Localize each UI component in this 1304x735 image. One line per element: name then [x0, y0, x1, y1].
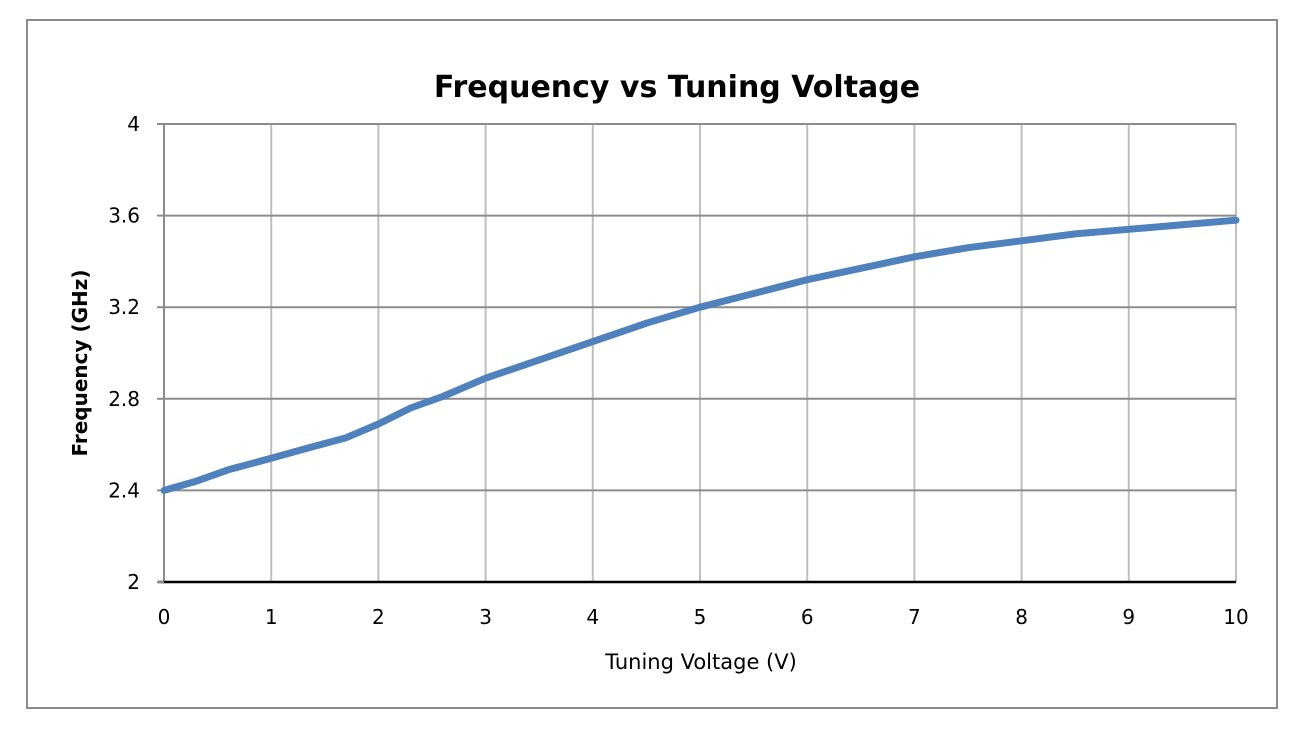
series-layer: [160, 216, 1240, 494]
x-tick-label: 9: [1122, 605, 1135, 629]
axis-layer: [158, 124, 1236, 584]
x-tick-label: 7: [908, 605, 921, 629]
x-tick-label: 6: [801, 605, 814, 629]
x-tick-label: 5: [694, 605, 707, 629]
x-tick-label: 1: [265, 605, 278, 629]
x-axis-label: Tuning Voltage (V): [604, 650, 797, 674]
x-tick-label: 8: [1015, 605, 1028, 629]
y-tick-label: 2.8: [108, 387, 140, 411]
x-tick-label: 10: [1223, 605, 1248, 629]
chart-svg: Frequency vs Tuning Voltage 2 2.4 2.8 3.2 3.…: [68, 70, 1249, 674]
y-tick-label: 3.2: [108, 295, 140, 319]
y-tick-label: 4: [127, 112, 140, 136]
y-tick-label: 2: [127, 570, 140, 594]
chart-frame: Frequency vs Tuning Voltage 2 2.4 2.8 3.2 3.…: [26, 19, 1278, 709]
tick-layer: 2 2.4 2.8 3.2 3.6 4 0 1 2 3 4 5 6 7 8 9 10: [108, 112, 1249, 629]
x-tick-label: 0: [158, 605, 171, 629]
x-tick-label: 4: [586, 605, 599, 629]
y-tick-label: 2.4: [108, 478, 140, 502]
y-axis-label: Frequency (GHz): [68, 269, 92, 456]
series-line-0: [160, 216, 1240, 494]
chart-title: Frequency vs Tuning Voltage: [434, 70, 920, 105]
x-tick-label: 2: [372, 605, 385, 629]
x-tick-label: 3: [479, 605, 492, 629]
y-tick-label: 3.6: [108, 204, 140, 228]
grid-layer: [164, 123, 1237, 582]
